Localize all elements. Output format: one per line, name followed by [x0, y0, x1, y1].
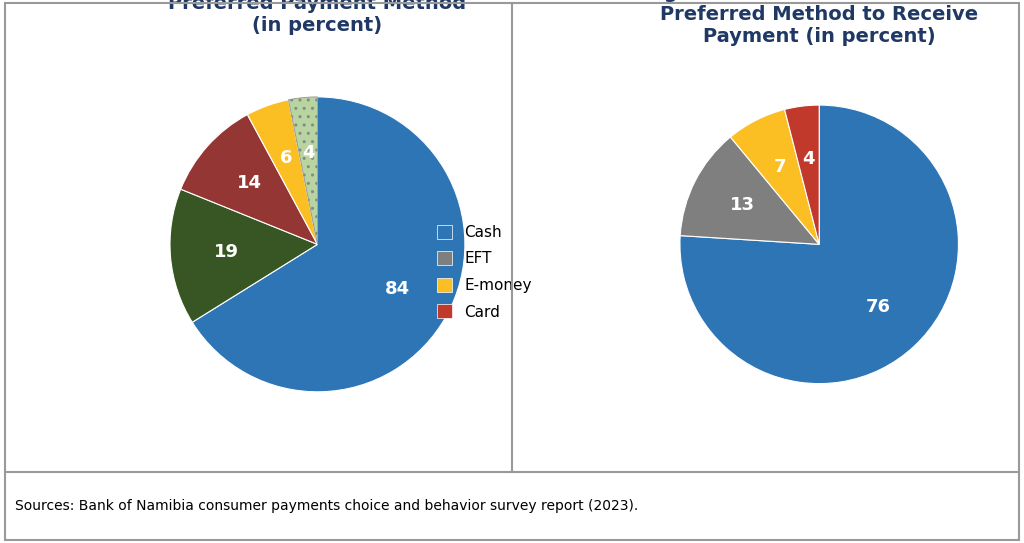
Wedge shape — [784, 105, 819, 244]
Text: 4: 4 — [302, 144, 314, 162]
Title: Figure 9. Namibian Residents'
Preferred Payment Method
(in percent): Figure 9. Namibian Residents' Preferred … — [153, 0, 482, 35]
Wedge shape — [248, 100, 317, 244]
Text: 76: 76 — [866, 298, 891, 316]
Text: 6: 6 — [281, 149, 293, 167]
Wedge shape — [193, 97, 465, 392]
Text: 7: 7 — [774, 159, 786, 176]
Wedge shape — [180, 115, 317, 244]
Text: 13: 13 — [730, 196, 755, 214]
Text: 4: 4 — [802, 150, 815, 168]
Text: 14: 14 — [237, 174, 262, 192]
Text: 19: 19 — [214, 243, 239, 261]
Title: Figure 10. Namibian Merchants'
Preferred Method to Receive
Payment (in percent): Figure 10. Namibian Merchants' Preferred… — [644, 0, 994, 47]
Wedge shape — [680, 137, 819, 244]
Legend: Cash, EFT, E-money, Card: Cash, EFT, E-money, Card — [437, 225, 531, 319]
Text: 84: 84 — [385, 280, 410, 298]
Wedge shape — [680, 105, 958, 383]
Wedge shape — [730, 110, 819, 244]
Text: Sources: Bank of Namibia consumer payments choice and behavior survey report (20: Sources: Bank of Namibia consumer paymen… — [15, 499, 639, 513]
Wedge shape — [170, 189, 317, 322]
Wedge shape — [289, 97, 317, 244]
